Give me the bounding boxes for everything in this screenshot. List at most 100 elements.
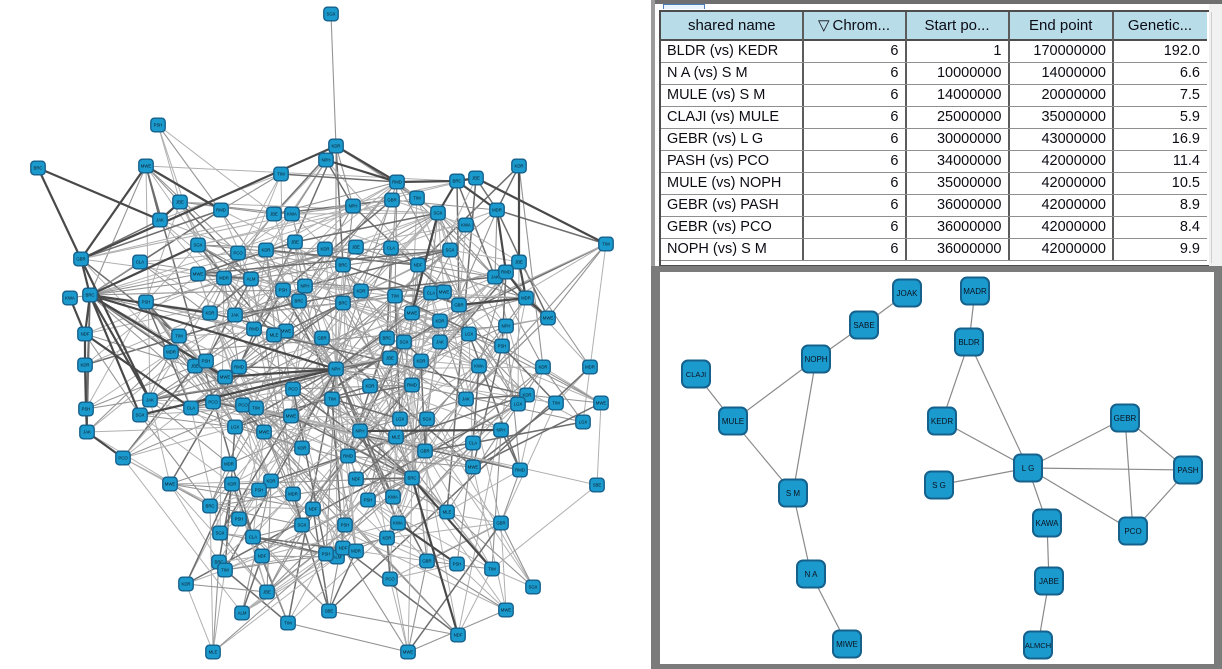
svg-text:MDR: MDR <box>492 208 502 213</box>
svg-text:MWE: MWE <box>281 329 292 334</box>
svg-text:LGX: LGX <box>579 420 588 425</box>
svg-text:NPH: NPH <box>496 428 505 433</box>
svg-text:JAK: JAK <box>491 275 499 280</box>
svg-text:KDR: KDR <box>320 247 329 252</box>
svg-text:RMD: RMD <box>501 270 511 275</box>
svg-text:GBR: GBR <box>454 303 463 308</box>
svg-text:NDF: NDF <box>81 332 90 337</box>
svg-text:MWE: MWE <box>220 375 231 380</box>
svg-text:NDF: NDF <box>454 633 463 638</box>
svg-text:BRC: BRC <box>85 293 94 298</box>
svg-text:NDF: NDF <box>309 507 318 512</box>
svg-text:BRC: BRC <box>205 504 214 509</box>
svg-text:MDR: MDR <box>224 462 234 467</box>
svg-text:KDR: KDR <box>365 384 374 389</box>
svg-text:MLE: MLE <box>209 650 218 655</box>
svg-text:MWE: MWE <box>403 650 414 655</box>
svg-text:KDR: KDR <box>261 248 270 253</box>
svg-text:PCO: PCO <box>233 251 243 256</box>
svg-text:GBR: GBR <box>317 336 326 341</box>
svg-text:MWE: MWE <box>407 311 418 316</box>
svg-text:TIM: TIM <box>175 334 183 339</box>
svg-text:CLA: CLA <box>427 291 435 296</box>
svg-text:BRC: BRC <box>407 476 416 481</box>
svg-text:NPH: NPH <box>355 429 364 434</box>
svg-text:KDR: KDR <box>382 536 391 541</box>
svg-text:MDR: MDR <box>288 492 298 497</box>
svg-text:LGX: LGX <box>465 332 474 337</box>
svg-text:KDR: KDR <box>514 164 523 169</box>
svg-text:PSH: PSH <box>82 407 91 412</box>
svg-text:JAK: JAK <box>436 340 444 345</box>
svg-text:NPH: NPH <box>348 204 357 209</box>
svg-text:RMD: RMD <box>343 454 353 459</box>
svg-text:SGX: SGX <box>445 248 454 253</box>
svg-text:RMD: RMD <box>515 468 525 473</box>
svg-text:TIM: TIM <box>221 568 229 573</box>
svg-text:MWE: MWE <box>165 482 176 487</box>
svg-text:MADR: MADR <box>963 287 987 296</box>
svg-text:MWE: MWE <box>439 290 450 295</box>
svg-text:GBR: GBR <box>420 449 429 454</box>
svg-text:JBE: JBE <box>176 200 184 205</box>
svg-text:KWA: KWA <box>65 296 75 301</box>
svg-text:KDR: KDR <box>297 446 306 451</box>
svg-text:PCO: PCO <box>385 577 395 582</box>
svg-text:PSH: PSH <box>498 344 507 349</box>
svg-text:KDR: KDR <box>266 479 275 484</box>
svg-text:NDF: NDF <box>414 263 423 268</box>
svg-text:KDR: KDR <box>80 363 89 368</box>
svg-text:CLA: CLA <box>469 441 477 446</box>
svg-text:PSH: PSH <box>235 517 244 522</box>
svg-text:JABE: JABE <box>1039 577 1059 586</box>
svg-text:PCO: PCO <box>208 400 218 405</box>
svg-text:KWA: KWA <box>474 364 484 369</box>
svg-text:NPH: NPH <box>331 367 340 372</box>
svg-text:TIM: TIM <box>328 397 336 402</box>
svg-text:SGX: SGX <box>433 211 442 216</box>
svg-text:JBE: JBE <box>263 590 271 595</box>
svg-text:TIM: TIM <box>284 621 292 626</box>
svg-text:RMD: RMD <box>216 208 226 213</box>
svg-text:PSH: PSH <box>154 123 163 128</box>
svg-text:KWA: KWA <box>393 521 403 526</box>
svg-text:PSH: PSH <box>453 562 462 567</box>
svg-text:NOPH: NOPH <box>804 355 827 364</box>
svg-text:TIM: TIM <box>413 196 421 201</box>
svg-text:RMD: RMD <box>234 365 244 370</box>
svg-text:ALM: ALM <box>238 611 247 616</box>
svg-text:TIM: TIM <box>602 242 610 247</box>
svg-text:LGX: LGX <box>514 402 523 407</box>
svg-text:SGX: SGX <box>399 340 408 345</box>
svg-text:KAWA: KAWA <box>1036 519 1060 528</box>
svg-text:JAK: JAK <box>156 218 164 223</box>
svg-text:SBE: SBE <box>593 483 602 488</box>
svg-text:KDR: KDR <box>356 289 365 294</box>
svg-text:ALM: ALM <box>333 555 342 560</box>
svg-text:JBE: JBE <box>270 212 278 217</box>
svg-text:MLE: MLE <box>270 333 279 338</box>
svg-text:JAK: JAK <box>462 397 470 402</box>
svg-text:BRC: BRC <box>294 299 303 304</box>
svg-text:JAK: JAK <box>146 398 154 403</box>
svg-text:CLA: CLA <box>387 246 395 251</box>
svg-text:LGX: LGX <box>396 417 405 422</box>
svg-text:BRC: BRC <box>382 336 391 341</box>
svg-text:JBE: JBE <box>386 356 394 361</box>
svg-text:ALM: ALM <box>247 277 256 282</box>
svg-text:MWE: MWE <box>286 414 297 419</box>
svg-text:KEDR: KEDR <box>931 417 953 426</box>
svg-text:SGX: SGX <box>135 413 144 418</box>
svg-text:SGX: SGX <box>528 585 537 590</box>
svg-text:MWE: MWE <box>543 316 554 321</box>
svg-text:MWE: MWE <box>141 164 152 169</box>
svg-text:NPH: NPH <box>501 324 510 329</box>
svg-text:KDR: KDR <box>435 319 444 324</box>
svg-text:PCO: PCO <box>1124 527 1141 536</box>
svg-text:NPH: NPH <box>321 158 330 163</box>
svg-text:MDR: MDR <box>351 549 361 554</box>
svg-text:NPH: NPH <box>300 284 309 289</box>
svg-text:GBR: GBR <box>387 198 396 203</box>
svg-text:PSH: PSH <box>202 359 211 364</box>
svg-text:JBE: JBE <box>472 176 480 181</box>
